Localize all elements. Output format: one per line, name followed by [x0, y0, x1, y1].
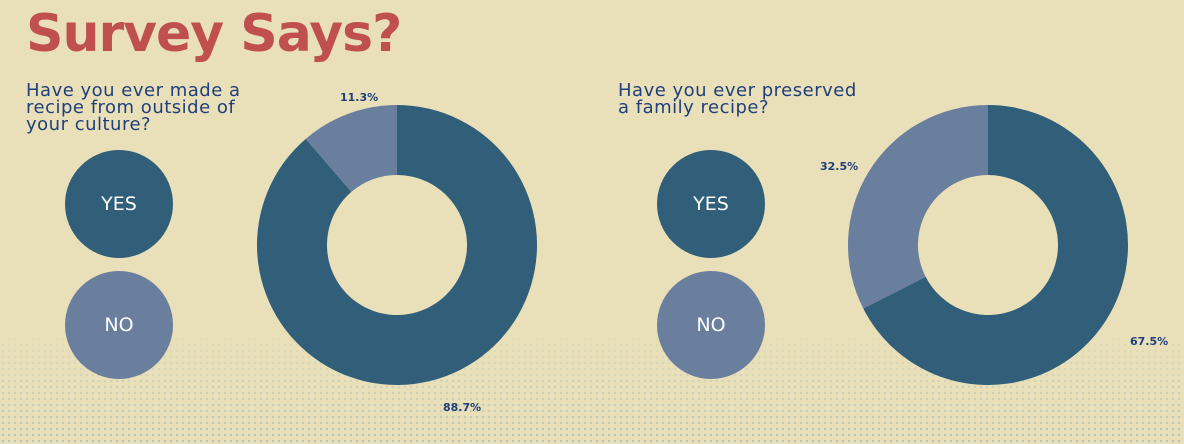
data-label-no: 32.5% — [820, 160, 858, 173]
legend-no-bubble-2: NO — [657, 271, 765, 379]
data-label-yes: 67.5% — [1130, 335, 1168, 348]
question-2: Have you ever preserved a family recipe? — [618, 80, 857, 118]
legend-yes-bubble-1: YES — [65, 150, 173, 258]
data-label-no: 11.3% — [340, 91, 378, 104]
legend-no-bubble-1: NO — [65, 271, 173, 379]
donut-slice-no — [848, 105, 988, 309]
question-1: Have you ever made a recipe from outside… — [26, 80, 241, 135]
donut-slice-yes — [863, 105, 1128, 385]
data-label-yes: 88.7% — [443, 401, 481, 414]
donut-chart-1: 88.7% 11.3% — [257, 91, 537, 414]
donut-chart-2: 67.5% 32.5% — [820, 105, 1168, 385]
donut-slice-yes — [257, 105, 537, 385]
page-title: Survey Says? — [26, 4, 402, 64]
legend-yes-bubble-2: YES — [657, 150, 765, 258]
donut-slice-no — [305, 105, 397, 192]
